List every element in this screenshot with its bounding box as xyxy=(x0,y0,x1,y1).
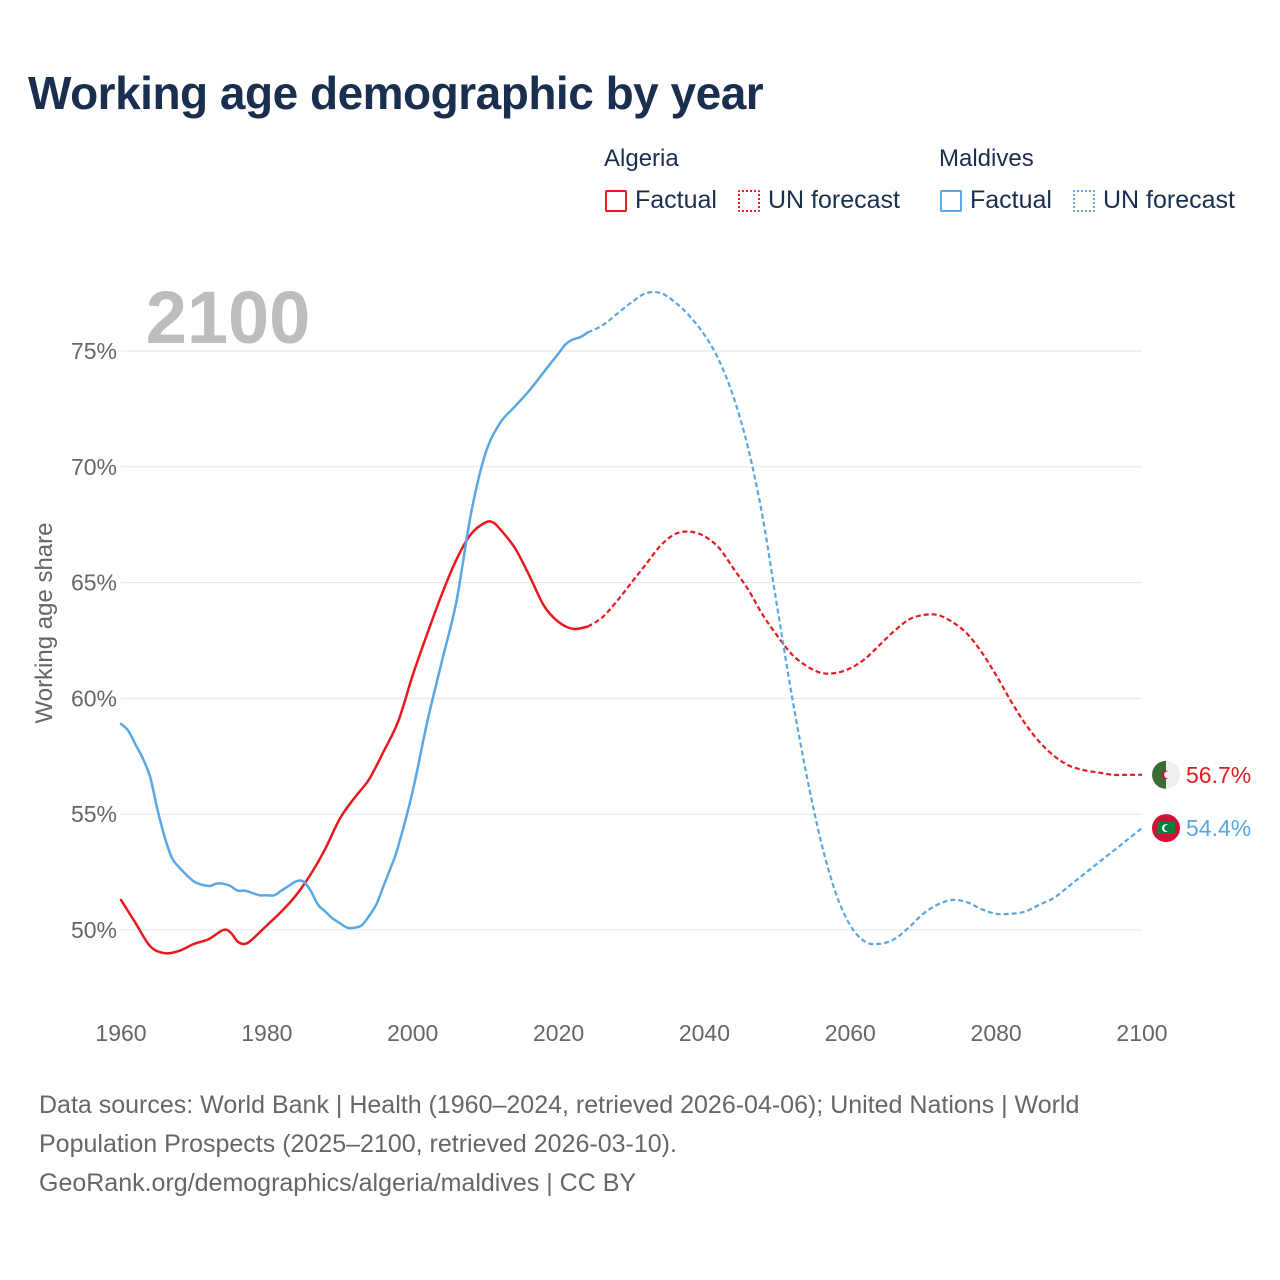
data-source-footer: Data sources: World Bank | Health (1960–… xyxy=(39,1086,1219,1203)
legend-item-algeria-forecast[interactable]: UN forecast xyxy=(738,186,900,215)
legend-label: UN forecast xyxy=(1103,186,1235,214)
footer-line-3: GeoRank.org/demographics/algeria/maldive… xyxy=(39,1169,637,1197)
legend-item-maldives-factual[interactable]: Factual xyxy=(940,186,1052,215)
footer-line-2: Population Prospects (2025–2100, retriev… xyxy=(39,1130,677,1158)
year-watermark: 2100 xyxy=(146,276,311,359)
x-tick-label: 2060 xyxy=(825,1020,876,1046)
algeria-end-value-label: 56.7% xyxy=(1186,762,1251,788)
y-axis-label: Working age share xyxy=(31,523,58,724)
legend-item-algeria-factual[interactable]: Factual xyxy=(605,186,717,215)
maldives-end-value-label: 54.4% xyxy=(1186,815,1251,841)
legend-title-algeria: Algeria xyxy=(604,145,679,172)
x-tick-label: 1960 xyxy=(95,1020,146,1046)
x-tick-label: 2040 xyxy=(679,1020,730,1046)
maldives-factual-line xyxy=(119,331,589,930)
y-tick-label: 50% xyxy=(71,917,117,943)
dotted-swatch-icon xyxy=(738,189,760,212)
x-tick-label: 2020 xyxy=(533,1020,584,1046)
maldives-flag-icon xyxy=(1152,814,1180,843)
maldives-forecast-line xyxy=(587,290,1143,946)
x-tick-label: 2080 xyxy=(971,1020,1022,1046)
y-tick-label: 65% xyxy=(71,570,117,596)
algeria-factual-line xyxy=(119,519,589,955)
legend-label: Factual xyxy=(635,186,717,214)
footer-line-1: Data sources: World Bank | Health (1960–… xyxy=(39,1091,1080,1119)
chart-title: Working age demographic by year xyxy=(28,67,764,119)
x-tick-label: 1980 xyxy=(241,1020,292,1046)
y-tick-label: 55% xyxy=(71,801,117,827)
y-tick-label: 70% xyxy=(71,454,117,480)
solid-swatch-icon xyxy=(605,189,627,212)
line-chart: 2100 50% 55% 60% 65% 70% 75% 1960 1980 2000 2020… xyxy=(31,276,1251,1046)
solid-swatch-icon xyxy=(940,189,962,212)
algeria-forecast-line xyxy=(587,530,1142,777)
dotted-swatch-icon xyxy=(1073,189,1095,212)
legend-label: UN forecast xyxy=(768,186,900,214)
x-tick-label: 2000 xyxy=(387,1020,438,1046)
y-tick-label: 75% xyxy=(71,338,117,364)
x-tick-label: 2100 xyxy=(1116,1020,1167,1046)
y-tick-label: 60% xyxy=(71,685,117,711)
legend-item-maldives-forecast[interactable]: UN forecast xyxy=(1073,186,1235,215)
legend-title-maldives: Maldives xyxy=(939,145,1034,172)
algeria-flag-icon xyxy=(1152,760,1181,789)
legend-label: Factual xyxy=(970,186,1052,214)
